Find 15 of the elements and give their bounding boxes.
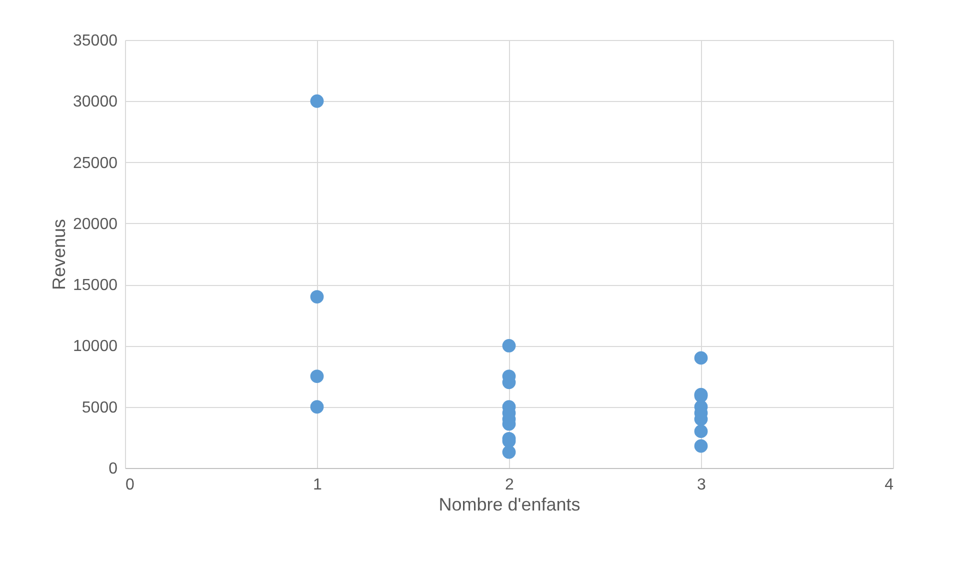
y-tick-label: 25000: [73, 154, 118, 172]
y-tick-label: 35000: [73, 32, 118, 50]
y-tick-label: 5000: [82, 399, 118, 416]
x-tick-label: 3: [697, 476, 706, 494]
y-tick-label: 15000: [73, 277, 118, 294]
x-tick-label: 0: [126, 476, 134, 494]
y-tick-label: 30000: [73, 94, 118, 111]
x-axis-title: Nombre d'enfants: [438, 494, 580, 514]
x-tick-label: 4: [884, 476, 894, 494]
x-tick-label: 2: [505, 476, 514, 494]
y-tick-label: 20000: [73, 216, 118, 233]
y-tick-label: 10000: [73, 338, 118, 356]
y-tick-label: 0: [108, 460, 118, 478]
y-axis-title: Revenus: [49, 218, 70, 290]
x-tick-label: 1: [313, 476, 322, 494]
